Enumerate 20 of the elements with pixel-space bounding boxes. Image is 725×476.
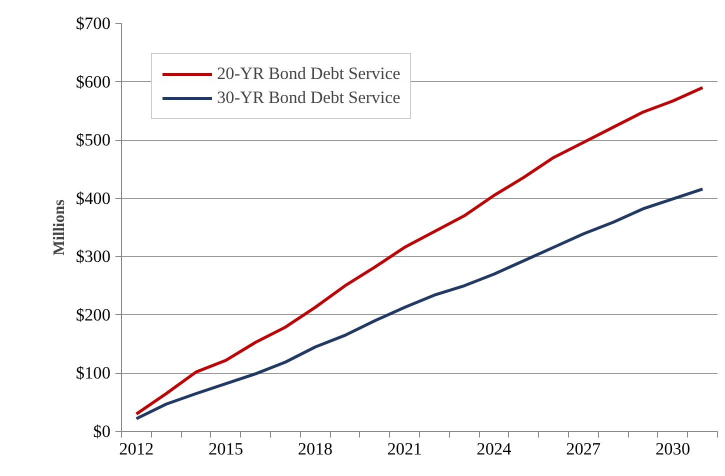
x-tick-label: 2024 <box>476 440 512 458</box>
y-tick-label: $300 <box>76 247 110 266</box>
line-series <box>134 188 704 420</box>
x-tick-label: 2021 <box>387 440 422 458</box>
y-tick-label: $600 <box>76 72 110 92</box>
x-tick-label: 2030 <box>655 440 690 458</box>
y-tick-label: $700 <box>76 14 110 33</box>
y-tick-label: $200 <box>76 305 110 324</box>
y-tick-label: $100 <box>76 364 110 383</box>
legend-label: 30-YR Bond Debt Service <box>217 88 400 108</box>
x-tick-label: 2012 <box>119 440 154 458</box>
y-tick-label: $0 <box>93 422 110 441</box>
legend-label: 20-YR Bond Debt Service <box>217 64 400 84</box>
x-tick-label: 2027 <box>566 440 602 458</box>
x-tick-label: 2018 <box>298 440 333 458</box>
y-tick-label: $400 <box>76 188 110 208</box>
y-tick-label: $500 <box>76 130 110 150</box>
line-series <box>134 86 704 416</box>
y-axis-title: Millions <box>50 199 68 256</box>
x-tick-label: 2015 <box>208 440 244 458</box>
